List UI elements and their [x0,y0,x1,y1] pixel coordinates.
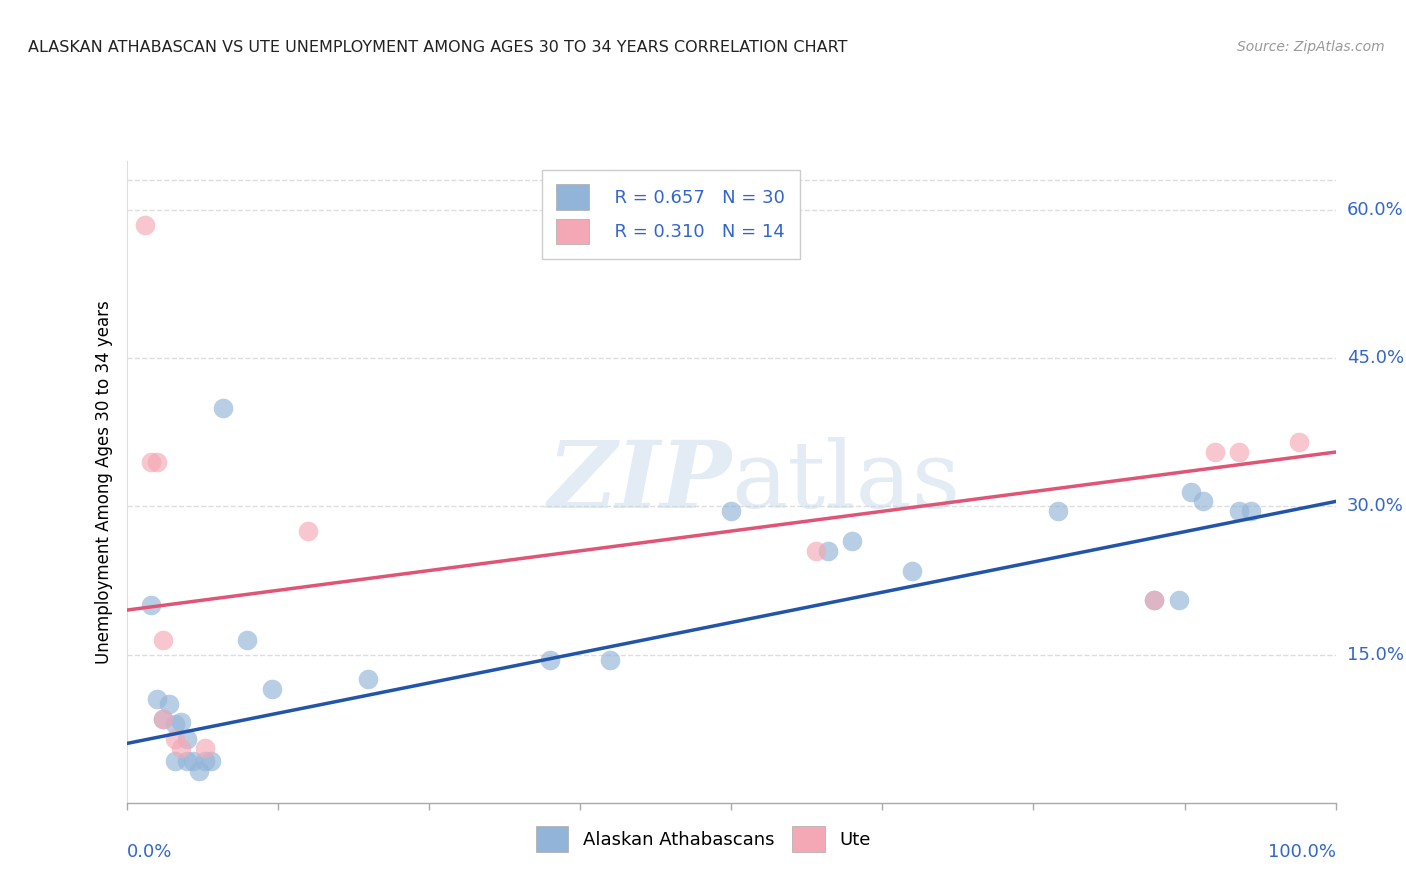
Point [841,533,863,548]
Point [1227,445,1250,459]
Point [170,714,193,729]
Point [152,712,174,726]
Point [720,504,742,518]
Point [170,741,193,756]
Point [817,544,839,558]
Point [260,682,283,697]
Point [134,218,156,232]
Point [163,754,186,768]
Text: 15.0%: 15.0% [1347,646,1403,664]
Point [157,697,180,711]
Point [152,632,174,647]
Point [139,598,162,612]
Point [1143,593,1166,607]
Text: 30.0%: 30.0% [1347,498,1403,516]
Point [538,652,561,666]
Point [194,754,217,768]
Text: 45.0%: 45.0% [1347,349,1405,368]
Text: ALASKAN ATHABASCAN VS UTE UNEMPLOYMENT AMONG AGES 30 TO 34 YEARS CORRELATION CHA: ALASKAN ATHABASCAN VS UTE UNEMPLOYMENT A… [28,40,848,55]
Point [152,712,174,726]
Point [297,524,319,538]
Point [163,731,186,746]
Point [804,544,827,558]
Text: Source: ZipAtlas.com: Source: ZipAtlas.com [1237,40,1385,54]
Point [1167,593,1189,607]
Point [200,754,222,768]
Text: 60.0%: 60.0% [1347,201,1403,219]
Point [181,754,204,768]
Point [1240,504,1263,518]
Point [176,754,198,768]
Point [901,564,924,578]
Point [1191,494,1213,508]
Point [236,632,259,647]
Point [188,764,211,779]
Point [599,652,621,666]
Point [1204,445,1226,459]
Point [1180,484,1202,499]
Text: 100.0%: 100.0% [1268,843,1336,861]
Point [1046,504,1069,518]
Point [139,455,162,469]
Point [146,692,169,706]
Point [212,401,235,415]
Legend:   R = 0.657   N = 30,   R = 0.310   N = 14: R = 0.657 N = 30, R = 0.310 N = 14 [541,169,800,259]
Point [176,731,198,746]
Point [357,673,380,687]
Point [1143,593,1166,607]
Point [1288,435,1310,450]
Point [1227,504,1250,518]
Text: 0.0%: 0.0% [127,843,172,861]
Point [194,741,217,756]
Legend: Alaskan Athabascans, Ute: Alaskan Athabascans, Ute [527,817,879,861]
Point [146,455,169,469]
Y-axis label: Unemployment Among Ages 30 to 34 years: Unemployment Among Ages 30 to 34 years [94,300,112,664]
Point [163,716,186,731]
Text: atlas: atlas [731,437,960,526]
Text: ZIP: ZIP [547,437,731,526]
